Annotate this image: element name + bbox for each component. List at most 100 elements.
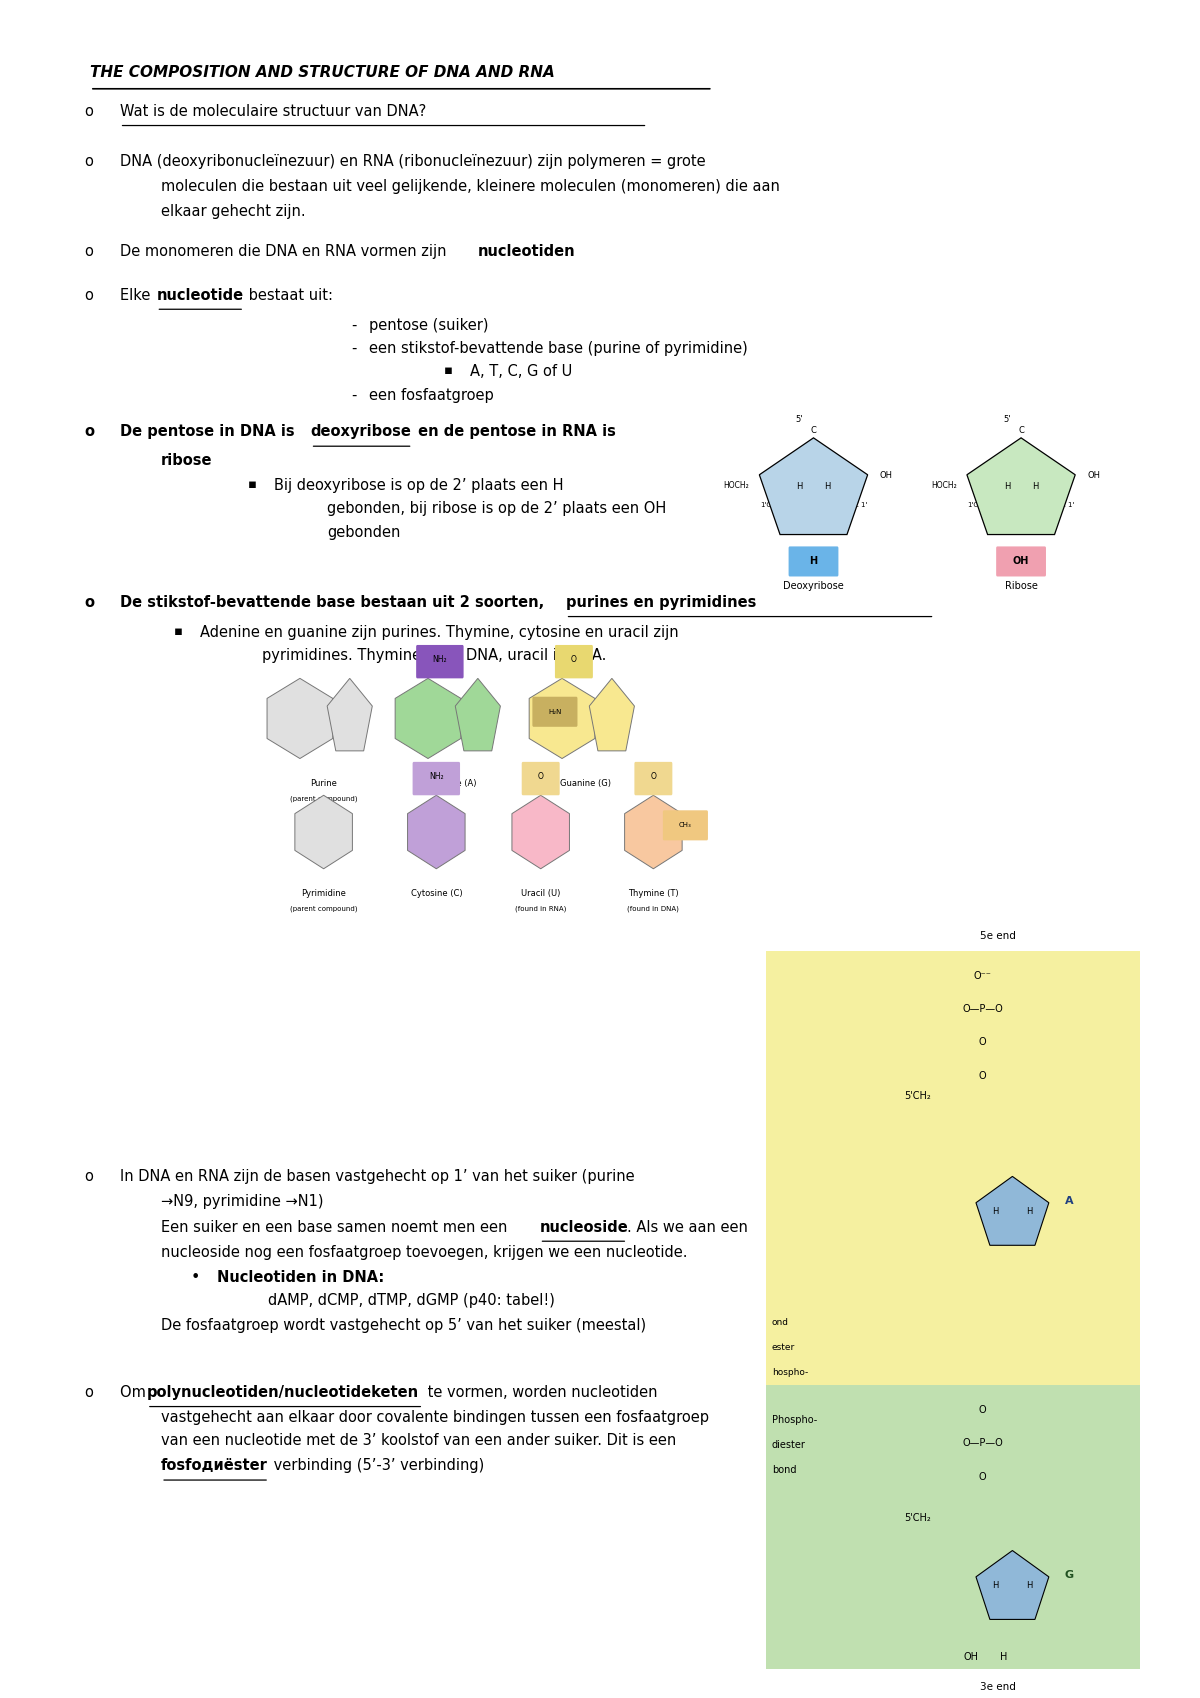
Text: H: H	[1001, 1652, 1008, 1662]
Text: moleculen die bestaan uit veel gelijkende, kleinere moleculen (monomeren) die aa: moleculen die bestaan uit veel gelijkend…	[161, 178, 780, 194]
Text: verbinding (5’-3’ verbinding): verbinding (5’-3’ verbinding)	[269, 1459, 485, 1474]
FancyBboxPatch shape	[662, 810, 708, 841]
Text: O—P—O: O—P—O	[962, 1438, 1003, 1448]
Text: Ribose: Ribose	[1004, 581, 1038, 591]
Text: nucleotiden: nucleotiden	[478, 245, 576, 260]
Text: OH: OH	[1087, 470, 1100, 481]
Text: nucleoside nog een fosfaatgroep toevoegen, krijgen we een nucleotide.: nucleoside nog een fosfaatgroep toevoege…	[161, 1245, 688, 1260]
Text: De pentose in DNA is: De pentose in DNA is	[120, 424, 299, 440]
Text: een fosfaatgroep: een fosfaatgroep	[368, 387, 493, 402]
Text: De monomeren die DNA en RNA vormen zijn: De monomeren die DNA en RNA vormen zijn	[120, 245, 451, 260]
Text: H: H	[796, 482, 803, 491]
Polygon shape	[268, 679, 332, 759]
Text: en de pentose in RNA is: en de pentose in RNA is	[413, 424, 616, 440]
Text: gebonden, bij ribose is op de 2’ plaats een OH: gebonden, bij ribose is op de 2’ plaats …	[328, 501, 666, 516]
Text: hospho-: hospho-	[772, 1369, 809, 1377]
Text: H: H	[1032, 482, 1038, 491]
Text: bond: bond	[772, 1465, 797, 1476]
Text: O: O	[979, 1404, 986, 1414]
Text: -: -	[350, 387, 356, 402]
Polygon shape	[328, 679, 372, 751]
Text: ribose: ribose	[161, 453, 212, 469]
Text: (found in DNA): (found in DNA)	[628, 905, 679, 912]
Polygon shape	[976, 1177, 1049, 1245]
Text: fosfoдиëster: fosfoдиëster	[161, 1459, 268, 1474]
Text: Deoxyribose: Deoxyribose	[784, 581, 844, 591]
Text: In DNA en RNA zijn de basen vastgehecht op 1’ van het suiker (purine: In DNA en RNA zijn de basen vastgehecht …	[120, 1170, 635, 1185]
Text: H: H	[824, 482, 830, 491]
Text: 5'CH₂: 5'CH₂	[904, 1513, 931, 1523]
Text: H: H	[810, 557, 817, 567]
Text: O⁻⁻: O⁻⁻	[974, 971, 991, 981]
Text: nucleotide: nucleotide	[156, 287, 244, 302]
Polygon shape	[976, 1550, 1049, 1620]
Text: 5'CH₂: 5'CH₂	[904, 1090, 931, 1100]
Text: 1'C: 1'C	[760, 501, 772, 508]
Polygon shape	[395, 679, 461, 759]
Polygon shape	[529, 679, 595, 759]
FancyBboxPatch shape	[533, 696, 577, 727]
Text: H: H	[992, 1207, 998, 1216]
Text: gebonden: gebonden	[328, 525, 401, 540]
Polygon shape	[760, 438, 868, 535]
Text: DNA (deoxyribonucleïnezuur) en RNA (ribonucleïnezuur) zijn polymeren = grote: DNA (deoxyribonucleïnezuur) en RNA (ribo…	[120, 155, 706, 168]
Text: -: -	[350, 341, 356, 357]
Text: Purine: Purine	[310, 779, 337, 788]
Text: -: -	[350, 318, 356, 333]
Polygon shape	[455, 679, 500, 751]
Text: OH: OH	[964, 1652, 978, 1662]
Text: OH: OH	[1013, 557, 1030, 567]
Text: H: H	[1026, 1581, 1032, 1589]
Text: H: H	[1026, 1207, 1032, 1216]
Text: Elke: Elke	[120, 287, 155, 302]
Text: •: •	[191, 1270, 200, 1285]
Polygon shape	[295, 795, 353, 869]
Text: Bij deoxyribose is op de 2’ plaats een H: Bij deoxyribose is op de 2’ plaats een H	[274, 477, 563, 492]
Text: O: O	[571, 655, 577, 664]
Text: A: A	[1064, 1195, 1074, 1206]
Text: THE COMPOSITION AND STRUCTURE OF DNA AND RNA: THE COMPOSITION AND STRUCTURE OF DNA AND…	[90, 66, 554, 80]
Text: te vormen, worden nucleotiden: te vormen, worden nucleotiden	[424, 1386, 658, 1399]
Text: O: O	[650, 773, 656, 781]
FancyBboxPatch shape	[413, 762, 460, 795]
Text: ▪: ▪	[174, 625, 184, 638]
Text: 3e end: 3e end	[979, 1683, 1015, 1693]
Text: O: O	[538, 773, 544, 781]
Polygon shape	[408, 795, 466, 869]
Text: elkaar gehecht zijn.: elkaar gehecht zijn.	[161, 204, 306, 219]
FancyBboxPatch shape	[788, 547, 839, 577]
Text: Thymine (T): Thymine (T)	[628, 888, 679, 898]
Text: C 1': C 1'	[853, 501, 866, 508]
Text: C: C	[1018, 426, 1024, 435]
Text: o: o	[84, 1386, 92, 1399]
Text: De fosfaatgroep wordt vastgehecht op 5’ van het suiker (meestal): De fosfaatgroep wordt vastgehecht op 5’ …	[161, 1318, 647, 1333]
FancyBboxPatch shape	[635, 762, 672, 795]
FancyBboxPatch shape	[996, 547, 1046, 577]
Text: Adenine en guanine zijn purines. Thymine, cytosine en uracil zijn: Adenine en guanine zijn purines. Thymine…	[200, 625, 679, 640]
Text: H₂N: H₂N	[548, 708, 562, 715]
Text: vastgehecht aan elkaar door covalente bindingen tussen een fosfaatgroep: vastgehecht aan elkaar door covalente bi…	[161, 1409, 709, 1425]
Text: Een suiker en een base samen noemt men een: Een suiker en een base samen noemt men e…	[161, 1219, 512, 1234]
Text: Pyrimidine: Pyrimidine	[301, 888, 346, 898]
Text: bestaat uit:: bestaat uit:	[244, 287, 334, 302]
Text: o: o	[84, 424, 94, 440]
Text: Adenine (A): Adenine (A)	[427, 779, 476, 788]
Text: deoxyribose: deoxyribose	[311, 424, 412, 440]
Text: H: H	[992, 1581, 998, 1589]
Polygon shape	[967, 438, 1075, 535]
FancyBboxPatch shape	[766, 1386, 1140, 1669]
FancyBboxPatch shape	[766, 951, 1140, 1386]
Text: Uracil (U): Uracil (U)	[521, 888, 560, 898]
Text: Cytosine (C): Cytosine (C)	[410, 888, 462, 898]
Text: NH₂: NH₂	[432, 655, 448, 664]
Text: diester: diester	[772, 1440, 806, 1450]
Text: (found in RNA): (found in RNA)	[515, 905, 566, 912]
Text: o: o	[84, 104, 92, 119]
Text: De stikstof-bevattende base bestaan uit 2 soorten,: De stikstof-bevattende base bestaan uit …	[120, 594, 550, 610]
Text: nucleoside: nucleoside	[540, 1219, 629, 1234]
FancyBboxPatch shape	[522, 762, 559, 795]
Text: C 1': C 1'	[1061, 501, 1074, 508]
Text: een stikstof-bevattende base (purine of pyrimidine): een stikstof-bevattende base (purine of …	[368, 341, 748, 357]
Text: ▪: ▪	[247, 477, 257, 491]
Polygon shape	[589, 679, 635, 751]
